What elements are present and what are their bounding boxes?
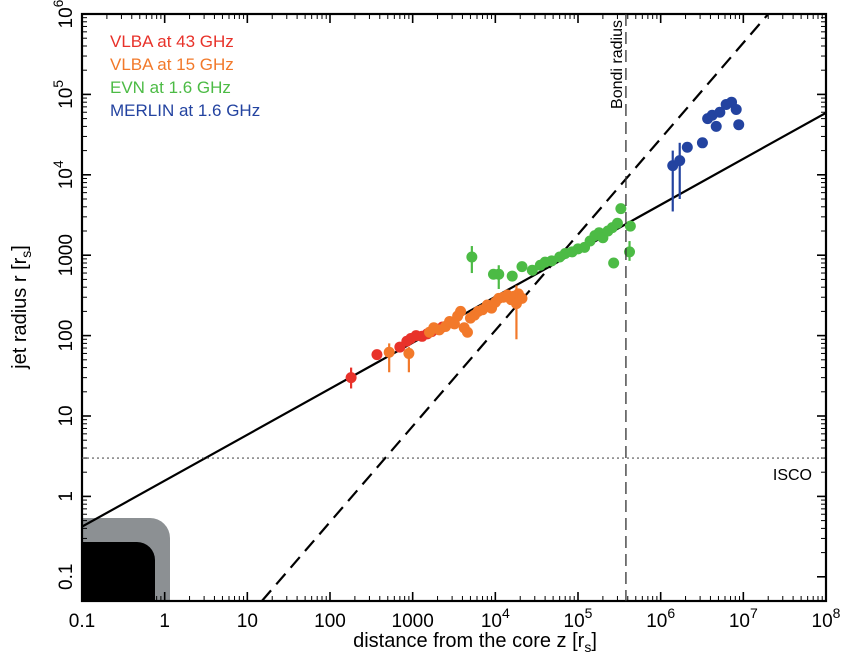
y-tick-label: 1 bbox=[56, 491, 77, 502]
data-point bbox=[681, 141, 693, 153]
annotations: Bondi radius ISCO bbox=[82, 14, 826, 601]
x-tick-label: 0.1 bbox=[69, 611, 95, 632]
x-tick-label: 100 bbox=[314, 611, 346, 632]
y-tick-label: 104 bbox=[50, 160, 77, 189]
isco-label: ISCO bbox=[773, 467, 812, 484]
x-tick-label: 10 bbox=[237, 611, 258, 632]
data-point bbox=[730, 103, 742, 115]
series-vlba-at-15-ghz bbox=[383, 285, 528, 373]
y-tick-label: 106 bbox=[50, 0, 77, 28]
axis-ticks: 0.1 1 10 100 1000 104 105 106 107 108 0.1 1 10 100 100… bbox=[50, 0, 841, 632]
legend-entry-vlba-at-15-ghz: VLBA at 15 GHz bbox=[110, 55, 234, 74]
data-point bbox=[710, 120, 722, 132]
data-point bbox=[615, 203, 627, 215]
y-tick-label: 105 bbox=[50, 80, 77, 109]
data-points bbox=[345, 96, 745, 389]
data-point bbox=[611, 217, 623, 229]
y-tick-label: 100 bbox=[56, 320, 77, 352]
data-point bbox=[608, 257, 620, 269]
series-evn-at-1-6-ghz bbox=[466, 203, 636, 289]
data-point bbox=[733, 119, 745, 131]
x-tick-label: 104 bbox=[481, 605, 510, 632]
y-tick-label: 1000 bbox=[56, 234, 77, 276]
data-point bbox=[714, 106, 726, 118]
data-point bbox=[674, 155, 686, 167]
bondi-radius-label: Bondi radius bbox=[609, 20, 626, 109]
bh-shading bbox=[82, 518, 170, 601]
y-tick-label: 0.1 bbox=[56, 564, 77, 590]
y-axis-title: jet radius r [rs] bbox=[9, 245, 34, 370]
data-point bbox=[403, 347, 415, 359]
x-tick-label: 106 bbox=[646, 605, 675, 632]
legend-entry-merlin-at-1-6-ghz: MERLIN at 1.6 GHz bbox=[110, 101, 260, 120]
data-point bbox=[506, 270, 518, 282]
data-point bbox=[487, 268, 499, 280]
x-tick-label: 107 bbox=[729, 605, 758, 632]
data-point bbox=[526, 264, 538, 276]
x-axis-title: distance from the core z [rs] bbox=[353, 630, 597, 655]
data-point bbox=[345, 372, 357, 384]
data-point bbox=[461, 326, 473, 338]
x-tick-label: 1 bbox=[159, 611, 170, 632]
legend: VLBA at 43 GHz VLBA at 15 GHz EVN at 1.6 G… bbox=[110, 32, 260, 120]
data-point bbox=[510, 298, 522, 310]
data-point bbox=[624, 246, 636, 258]
data-point bbox=[624, 220, 636, 232]
x-tick-label: 105 bbox=[564, 605, 593, 632]
inner-black-region bbox=[82, 542, 155, 601]
data-point bbox=[455, 305, 467, 317]
series-merlin-at-1-6-ghz bbox=[667, 96, 745, 212]
plot-frame bbox=[80, 12, 828, 603]
legend-entry-evn-at-1-6-ghz: EVN at 1.6 GHz bbox=[110, 78, 231, 97]
data-point bbox=[383, 346, 395, 358]
data-point bbox=[466, 251, 478, 263]
data-point bbox=[371, 349, 383, 361]
x-tick-label: 108 bbox=[812, 605, 841, 632]
data-point bbox=[696, 137, 708, 149]
data-point bbox=[516, 261, 528, 273]
y-tick-label: 10 bbox=[56, 405, 77, 426]
x-tick-label: 1000 bbox=[392, 611, 434, 632]
legend-entry-vlba-at-43-ghz: VLBA at 43 GHz bbox=[110, 32, 234, 51]
